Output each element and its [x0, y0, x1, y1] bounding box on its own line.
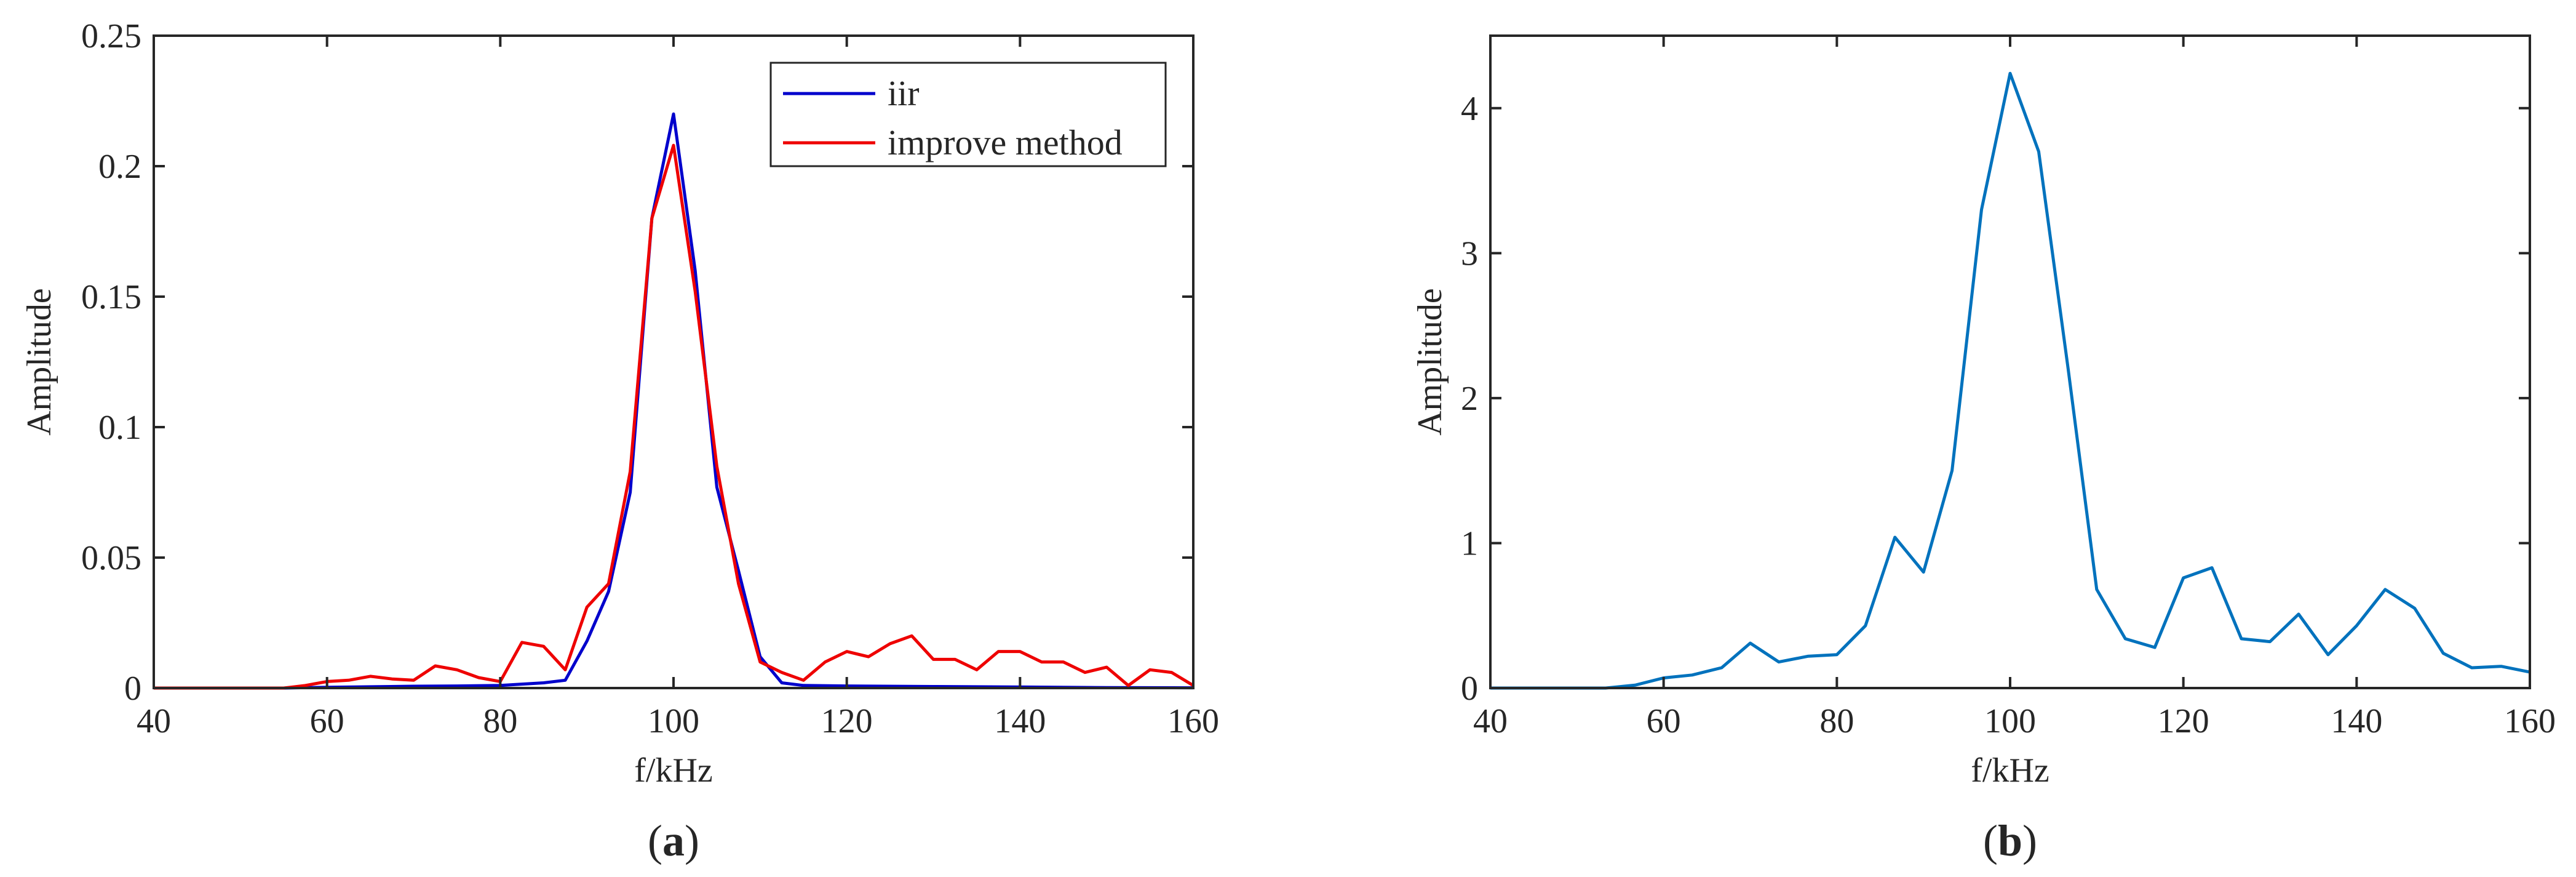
y-tick-label: 1 [1461, 524, 1478, 563]
x-tick-label: 80 [1819, 702, 1854, 740]
x-tick-label: 60 [1647, 702, 1681, 740]
caption-letter: a [662, 816, 685, 865]
legend-label: improve method [888, 122, 1123, 162]
panel-caption: (a) [648, 816, 699, 865]
legend: iir improve method [769, 62, 1167, 167]
x-tick-label: 40 [137, 702, 171, 740]
x-tick-label: 160 [1167, 702, 1219, 740]
y-tick-label: 0 [1461, 670, 1478, 708]
series-line-iir [154, 112, 1194, 690]
plot-frame [1489, 34, 2531, 689]
caption-open-paren: ( [1983, 816, 1998, 865]
x-tick-label: 60 [310, 702, 344, 740]
x-tick-label: 120 [2158, 702, 2209, 740]
x-tick-label: 40 [1473, 702, 1508, 740]
y-tick-label: 0 [124, 670, 141, 708]
x-tick-label: 100 [648, 702, 699, 740]
y-tick-label: 2 [1461, 380, 1478, 418]
caption-close-paren: ) [685, 816, 699, 865]
caption-letter: b [1998, 816, 2022, 865]
y-axis-label: Amplitude [1411, 288, 1449, 436]
y-tick-label: 0.05 [81, 539, 141, 577]
x-tick-label: 140 [2331, 702, 2382, 740]
y-tick-label: 0.1 [98, 409, 141, 447]
x-tick-label: 120 [821, 702, 873, 740]
x-tick-label: 140 [994, 702, 1046, 740]
y-tick-label: 0.2 [98, 148, 141, 186]
x-tick-label: 160 [2504, 702, 2556, 740]
caption-close-paren: ) [2022, 816, 2037, 865]
x-tick-label: 100 [1984, 702, 2036, 740]
legend-label: iir [888, 73, 920, 113]
chart-b: 40 60 80 100 120 140 160 0 1 2 3 4 f/kHz Amplitude (b) [1411, 34, 2556, 865]
x-axis-label: f/kHz [1971, 751, 2049, 790]
chart-a: 40 60 80 100 120 140 160 0 0.05 0.1 0.15 0.2 0.25 f/k… [20, 17, 1219, 865]
y-tick-label: 0.15 [81, 278, 141, 316]
y-axis-label: Amplitude [20, 288, 58, 436]
series-line-1 [1490, 71, 2530, 690]
y-tick-label: 4 [1461, 90, 1478, 128]
legend-box [769, 62, 1167, 167]
y-tick-label: 3 [1461, 234, 1478, 273]
x-tick-label: 80 [483, 702, 517, 740]
caption-open-paren: ( [648, 816, 662, 865]
series-line-improve-method [154, 143, 1195, 690]
x-axis-label: f/kHz [634, 751, 713, 790]
panel-caption: (b) [1983, 816, 2037, 865]
y-tick-label: 0.25 [81, 17, 141, 55]
